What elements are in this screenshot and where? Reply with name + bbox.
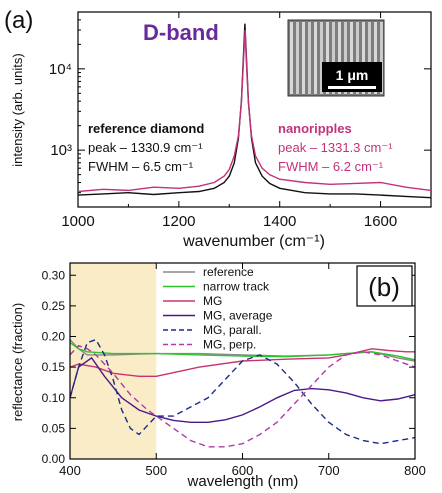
annotation-nanoripples-fwhm: FWHM – 6.2 cm⁻¹ bbox=[278, 159, 384, 174]
x-tick-label: 400 bbox=[59, 463, 81, 478]
legend-label-mg-average: MG, average bbox=[203, 309, 273, 323]
y-tick-label: 0.05 bbox=[42, 421, 66, 435]
ripple-stripe bbox=[320, 22, 323, 94]
x-tick-label: 800 bbox=[404, 463, 426, 478]
y-tick-label: 0.20 bbox=[42, 330, 66, 344]
ripple-stripe bbox=[332, 22, 335, 94]
panel-a-label: (a) bbox=[4, 7, 33, 34]
series-line-narrow-track bbox=[69, 342, 416, 361]
ripple-stripe bbox=[302, 22, 305, 94]
x-tick-label: 1200 bbox=[162, 213, 195, 230]
panel-a-title: D-band bbox=[143, 20, 219, 45]
x-tick-label: 1600 bbox=[364, 213, 397, 230]
ripple-stripe bbox=[344, 22, 347, 94]
ripple-stripe bbox=[326, 22, 329, 94]
y-tick-label: 0.30 bbox=[42, 268, 66, 282]
panel-a-y-ticks: 10³ 10⁴ bbox=[49, 19, 431, 194]
legend-label-mg: MG bbox=[203, 294, 222, 308]
panel-a-series-lines bbox=[77, 23, 432, 199]
y-tick-label: 0.10 bbox=[42, 391, 66, 405]
panel-b-label-box: (b) bbox=[356, 265, 413, 307]
x-tick-label: 700 bbox=[318, 463, 340, 478]
annotation-reference-name: reference diamond bbox=[88, 121, 204, 136]
ripple-stripe bbox=[368, 22, 371, 94]
ripple-stripe bbox=[290, 22, 293, 94]
series-line-nanoripples bbox=[77, 29, 432, 193]
y-tick-label: 0.00 bbox=[42, 452, 66, 466]
sem-inset: 1 μm bbox=[287, 19, 385, 97]
y-tick-label: 0.25 bbox=[42, 299, 66, 313]
annotation-nanoripples-peak: peak – 1331.3 cm⁻¹ bbox=[278, 140, 393, 155]
panel-b-label-frame bbox=[356, 265, 413, 307]
ripple-stripe bbox=[296, 22, 299, 94]
panel-a-x-axis-label: wavenumber (cm⁻¹) bbox=[182, 233, 325, 250]
legend-label-mg-perp: MG, perp. bbox=[203, 338, 256, 352]
ripple-stripe bbox=[314, 22, 317, 94]
legend-label-reference: reference bbox=[203, 265, 254, 279]
panel-b-x-axis-label: wavelength (nm) bbox=[187, 473, 299, 490]
legend-label-narrow-track: narrow track bbox=[203, 280, 270, 294]
annotation-nanoripples-name: nanoripples bbox=[278, 121, 352, 136]
y-tick-label: 0.15 bbox=[42, 360, 66, 374]
y-tick-label: 10⁴ bbox=[49, 61, 72, 78]
panel-a-x-ticks: 1000 1200 1400 1600 bbox=[61, 12, 397, 230]
panel-b-x-ticks: 400 500 600 700 800 bbox=[59, 263, 426, 478]
annotation-reference-peak: peak – 1330.9 cm⁻¹ bbox=[88, 140, 203, 155]
legend-label-mg-parall: MG, parall. bbox=[203, 323, 262, 337]
series-line-mg-parall bbox=[69, 338, 416, 445]
ripple-stripe bbox=[338, 22, 341, 94]
sem-inset-ripples bbox=[290, 22, 383, 94]
panel-b-series-lines bbox=[69, 338, 416, 448]
ripple-stripe bbox=[356, 22, 359, 94]
series-line-mg-average bbox=[69, 356, 416, 423]
panel-a-y-axis-label: intensity (arb. units) bbox=[10, 53, 25, 166]
panel-b-label: (b) bbox=[368, 272, 400, 302]
ripple-stripe bbox=[350, 22, 353, 94]
x-tick-label: 1400 bbox=[263, 213, 296, 230]
annotation-reference-fwhm: FWHM – 6.5 cm⁻¹ bbox=[88, 159, 194, 174]
scale-bar bbox=[328, 86, 376, 89]
x-tick-label: 600 bbox=[232, 463, 254, 478]
panel-b-shaded-region bbox=[70, 263, 157, 459]
panel-b-y-axis-label: reflectance (fraction) bbox=[10, 303, 25, 422]
ripple-stripe bbox=[374, 22, 377, 94]
panel-a: 1000 1200 1400 1600 10³ 10⁴ (a) D-band inten… bbox=[4, 7, 432, 250]
panel-b: 400 500 600 700 800 0.00 0.05 0.10 0.15 0.20 0.25… bbox=[10, 262, 426, 490]
panel-b-y-ticks: 0.00 0.05 0.10 0.15 0.20 0.25 0.30 bbox=[42, 268, 415, 466]
x-tick-label: 1000 bbox=[61, 213, 94, 230]
x-tick-label: 500 bbox=[145, 463, 167, 478]
ripple-stripe bbox=[362, 22, 365, 94]
y-tick-label: 10³ bbox=[50, 142, 72, 159]
series-line-reference-diamond bbox=[77, 23, 432, 199]
ripple-stripe bbox=[380, 22, 383, 94]
scale-bar-label: 1 μm bbox=[336, 67, 369, 83]
ripple-stripe bbox=[308, 22, 311, 94]
